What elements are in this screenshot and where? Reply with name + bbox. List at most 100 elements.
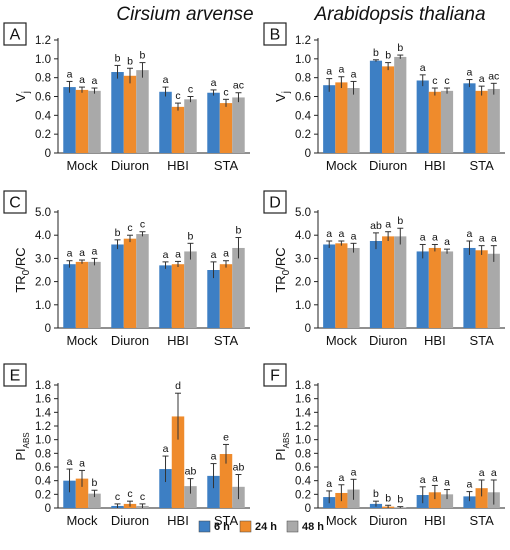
x-category-label: HBI [167, 333, 189, 348]
y-tick-label: 0 [305, 323, 311, 335]
bar [335, 243, 348, 328]
y-tick-label: 0.8 [35, 448, 51, 460]
significance-letter: e [223, 431, 229, 443]
significance-letter: b [397, 42, 403, 54]
bar [463, 83, 476, 153]
y-tick-label: 0 [45, 148, 51, 160]
x-category-label: Diuron [111, 158, 149, 173]
x-category-label: HBI [424, 333, 446, 348]
significance-letter: c [140, 219, 145, 231]
panel-letter-box [3, 190, 27, 214]
significance-letter: a [385, 219, 391, 231]
bar [487, 88, 500, 153]
y-axis-label: TR0/RC [273, 247, 292, 292]
bar [394, 56, 407, 154]
bar [347, 88, 360, 153]
y-tick-label: 1.4 [35, 407, 52, 419]
bar [428, 247, 441, 328]
legend-swatch [198, 520, 211, 533]
bar [136, 234, 149, 328]
bar [63, 87, 76, 153]
y-tick-label: 1.8 [35, 380, 51, 392]
significance-letter: ab [185, 466, 197, 478]
x-category-label: Diuron [111, 333, 149, 348]
significance-letter: b [115, 52, 121, 64]
panel-letter-box [3, 363, 27, 387]
bar [159, 91, 172, 153]
significance-letter: b [397, 215, 403, 227]
y-tick-label: 1.2 [35, 35, 51, 47]
bar [463, 496, 476, 508]
significance-letter: d [175, 380, 181, 392]
y-tick-label: 4.0 [35, 230, 51, 242]
y-tick-label: 2.0 [295, 277, 311, 289]
bar [369, 241, 383, 328]
y-tick-label: 4.0 [295, 230, 311, 242]
significance-letter: c [188, 84, 193, 96]
bar [159, 469, 172, 508]
y-tick-label: 5.0 [35, 207, 51, 219]
significance-letter: ab [370, 220, 382, 232]
y-tick-label: 0.8 [295, 73, 311, 85]
x-category-label: Diuron [369, 513, 407, 528]
y-tick-label: 0.2 [295, 129, 311, 141]
significance-letter: a [467, 479, 473, 491]
bar [207, 475, 220, 508]
y-tick-label: 1.0 [35, 435, 51, 447]
significance-letter: a [479, 467, 485, 479]
y-tick-label: 1.0 [35, 300, 51, 312]
significance-letter: a [351, 230, 357, 242]
significance-letter: b [140, 50, 146, 62]
legend-label: 48 h [302, 521, 324, 533]
significance-letter: b [92, 477, 98, 489]
bar [232, 247, 245, 328]
significance-letter: a [67, 68, 73, 80]
y-tick-label: 1.2 [35, 421, 51, 433]
y-tick-label: 0.2 [35, 129, 51, 141]
y-tick-label: 5.0 [295, 207, 311, 219]
bar [219, 264, 233, 328]
y-tick-label: 0.6 [295, 462, 311, 474]
significance-letter: b [188, 230, 194, 242]
legend-swatch [286, 520, 299, 533]
bar [463, 247, 476, 328]
panel-letter: D [269, 195, 281, 212]
bar [136, 70, 149, 153]
y-tick-label: 0.4 [295, 110, 312, 122]
significance-letter: c [140, 491, 145, 503]
bar [323, 244, 336, 328]
significance-letter: a [211, 77, 217, 89]
significance-letter: a [163, 74, 169, 86]
x-category-label: Diuron [369, 158, 407, 173]
x-category-label: Diuron [111, 513, 149, 528]
y-tick-label: 2.0 [35, 277, 51, 289]
significance-letter: a [79, 247, 85, 259]
significance-letter: c [223, 86, 228, 98]
bar [416, 251, 429, 328]
bar [184, 486, 197, 508]
y-axis-label: PIABS [273, 432, 291, 460]
significance-letter: a [338, 472, 344, 484]
significance-letter: a [420, 474, 426, 486]
y-tick-label: 1.2 [295, 35, 311, 47]
y-tick-label: 1.8 [295, 380, 311, 392]
significance-letter: a [326, 228, 332, 240]
column-title-right: Arabidopsis thaliana [313, 4, 485, 25]
significance-letter: c [444, 75, 449, 87]
x-category-label: STA [469, 333, 494, 348]
significance-letter: a [211, 451, 217, 463]
significance-letter: b [373, 47, 379, 59]
x-category-label: Mock [326, 333, 358, 348]
significance-letter: a [79, 457, 85, 469]
y-axis-label: PIABS [13, 432, 31, 460]
bar [428, 91, 441, 153]
x-category-label: STA [469, 158, 494, 173]
x-category-label: Diuron [369, 333, 407, 348]
bar [111, 244, 124, 328]
y-tick-label: 1.6 [295, 394, 311, 406]
y-tick-label: 0.8 [295, 448, 311, 460]
bar [440, 90, 454, 153]
x-category-label: Mock [326, 158, 358, 173]
